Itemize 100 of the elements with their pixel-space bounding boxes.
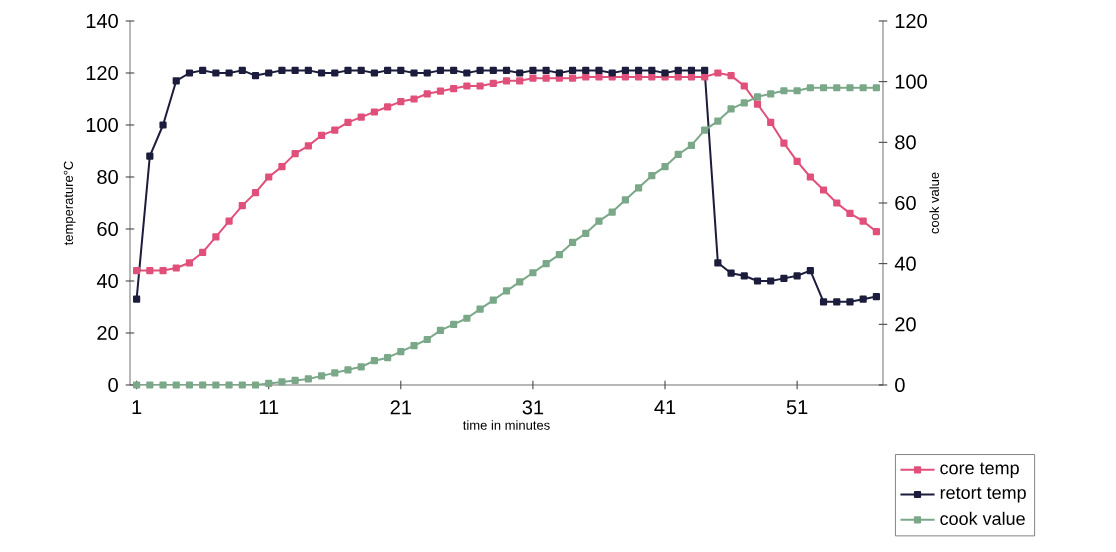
point <box>621 66 629 74</box>
point <box>384 66 392 74</box>
point <box>423 90 431 98</box>
point <box>476 305 484 313</box>
point <box>159 381 167 389</box>
point <box>780 139 788 147</box>
point <box>146 152 154 160</box>
point <box>357 363 365 371</box>
point <box>212 381 220 389</box>
point <box>185 69 194 77</box>
point <box>384 354 392 362</box>
point <box>595 73 603 81</box>
point <box>423 69 431 77</box>
point <box>635 66 643 74</box>
point <box>753 100 762 108</box>
point <box>133 381 141 389</box>
point <box>793 87 801 95</box>
point <box>516 77 524 85</box>
point <box>502 66 511 74</box>
point <box>780 274 788 282</box>
point <box>582 66 590 74</box>
point <box>463 69 471 77</box>
point <box>489 296 497 304</box>
point <box>317 69 326 77</box>
y2-axis-title: cook value <box>929 172 939 234</box>
point <box>463 314 471 322</box>
point <box>595 217 603 225</box>
point <box>819 84 828 92</box>
point <box>674 150 682 159</box>
point <box>476 82 484 90</box>
x-tick-label: 51 <box>786 400 808 415</box>
point <box>819 186 828 194</box>
point <box>819 298 828 306</box>
point <box>410 95 418 103</box>
point <box>251 188 260 197</box>
legend-label: cook value <box>940 511 1025 526</box>
y-tick-label: 120 <box>86 65 118 81</box>
point <box>384 103 392 111</box>
point <box>740 99 748 107</box>
point <box>370 108 378 116</box>
point <box>648 66 656 74</box>
point <box>767 277 775 285</box>
point <box>740 272 748 280</box>
point <box>304 375 312 383</box>
point <box>317 372 326 380</box>
point <box>621 196 629 204</box>
point <box>450 85 458 93</box>
y2-tick-label: 100 <box>895 74 927 89</box>
point <box>555 69 563 77</box>
point <box>344 118 352 126</box>
point <box>278 66 286 74</box>
point <box>265 69 273 77</box>
point <box>133 295 141 303</box>
point <box>489 79 497 87</box>
point <box>278 378 286 386</box>
point <box>727 269 735 277</box>
point <box>159 121 167 129</box>
point <box>833 298 841 306</box>
point <box>727 105 735 113</box>
y2-tick-label: 120 <box>895 13 927 29</box>
point <box>687 141 696 149</box>
point <box>344 366 352 374</box>
point <box>859 295 867 303</box>
point <box>331 69 339 77</box>
point <box>701 66 709 74</box>
point <box>370 69 378 77</box>
point <box>727 72 735 80</box>
point <box>225 381 233 389</box>
point <box>397 66 405 74</box>
point <box>251 381 260 389</box>
point <box>146 266 154 275</box>
x-axis-title: time in minutes <box>462 420 550 430</box>
point <box>648 172 656 180</box>
legend-label: retort temp <box>940 487 1026 503</box>
point <box>489 66 497 74</box>
point <box>357 66 365 74</box>
point <box>238 66 246 74</box>
x-tick-label: 21 <box>390 400 411 415</box>
point <box>872 84 880 92</box>
point <box>238 381 246 389</box>
point <box>793 157 801 165</box>
point <box>701 126 709 134</box>
point <box>291 66 299 74</box>
point <box>793 272 801 280</box>
point <box>568 66 577 74</box>
point <box>265 379 273 388</box>
point <box>304 142 312 150</box>
point <box>780 87 788 95</box>
point <box>516 69 524 77</box>
y-tick-label: 60 <box>97 221 118 237</box>
point <box>331 369 339 377</box>
point <box>740 82 748 90</box>
point <box>767 90 775 98</box>
point <box>133 266 141 275</box>
point <box>502 287 511 295</box>
point <box>278 163 286 171</box>
point <box>767 118 775 126</box>
point <box>833 84 841 92</box>
point <box>463 82 471 90</box>
y-tick-label: 40 <box>96 273 118 289</box>
